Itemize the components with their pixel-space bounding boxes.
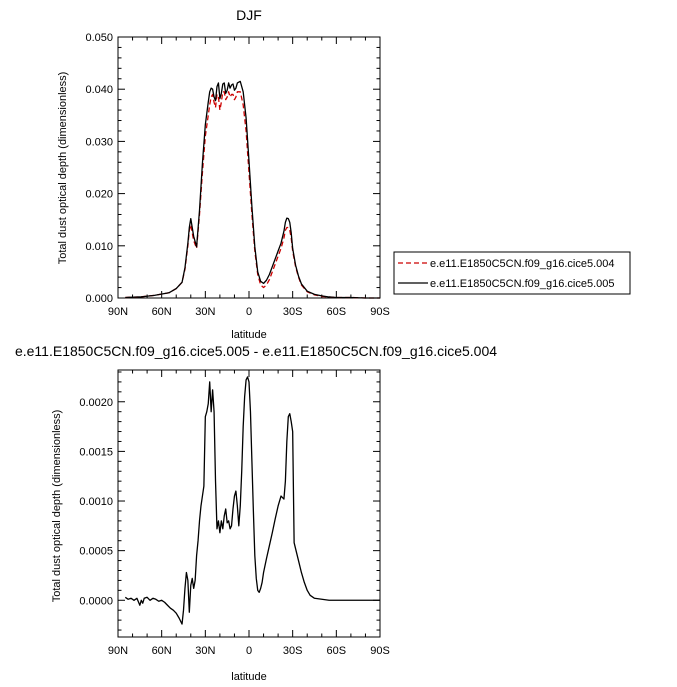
- bottom-y-tick-label: 0.0005: [79, 546, 113, 558]
- top-x-axis-label: latitude: [231, 329, 266, 341]
- bottom-x-tick-label: 90S: [370, 645, 390, 657]
- bottom-x-tick-label: 0: [246, 645, 252, 657]
- top-x-tick-label: 90N: [108, 306, 128, 318]
- bottom-x-axis-label: latitude: [231, 671, 266, 683]
- legend-entry-005: e.e11.E1850C5CN.f09_g16.cice5.005: [430, 278, 615, 290]
- bottom-title: e.e11.E1850C5CN.f09_g16.cice5.005 - e.e1…: [15, 343, 497, 359]
- top-panel: DJF 90N 60N 30N 0 30S 60S 90S 0.000 0.010 0.020 0.…: [57, 7, 390, 341]
- top-y-tick-label: 0.010: [85, 241, 113, 253]
- top-plot-area: 90N 60N 30N 0 30S 60S 90S 0.000 0.010 0.020 0.030 0…: [85, 32, 389, 318]
- top-y-tick-label: 0.040: [85, 84, 113, 96]
- top-y-tick-label: 0.030: [85, 136, 113, 148]
- bottom-plot-frame: [117, 369, 381, 638]
- bottom-y-axis-label: Total dust optical depth (dimensionless): [51, 410, 63, 603]
- bottom-y-tick-label: 0.0010: [79, 496, 113, 508]
- bottom-x-tick-label: 60N: [152, 645, 172, 657]
- top-x-tick-label: 60S: [327, 306, 347, 318]
- bottom-x-tick-label: 30S: [283, 645, 303, 657]
- top-y-axis-label: Total dust optical depth (dimensionless): [57, 72, 69, 265]
- bottom-x-tick-label: 60S: [327, 645, 347, 657]
- top-line-005: [125, 80, 380, 299]
- bottom-line-difference: [124, 376, 380, 625]
- legend-entry-004: e.e11.E1850C5CN.f09_g16.cice5.004: [430, 258, 615, 270]
- legend-box: [393, 251, 631, 295]
- top-x-tick-label: 30N: [195, 306, 215, 318]
- top-y-tick-label: 0.050: [85, 32, 113, 44]
- bottom-panel: e.e11.E1850C5CN.f09_g16.cice5.005 - e.e1…: [15, 343, 497, 683]
- bottom-x-tick-label: 30N: [195, 645, 215, 657]
- top-x-tick-label: 90S: [370, 306, 390, 318]
- bottom-y-tick-label: 0.0000: [79, 595, 113, 607]
- bottom-y-tick-label: 0.0020: [79, 397, 113, 409]
- top-y-tick-label: 0.020: [85, 189, 113, 201]
- bottom-x-tick-label: 90N: [108, 645, 128, 657]
- legend: e.e11.E1850C5CN.f09_g16.cice5.004 e.e11.…: [393, 251, 631, 295]
- top-x-tick-label: 60N: [152, 306, 172, 318]
- top-line-004: [125, 91, 380, 299]
- top-x-tick-label: 0: [246, 306, 252, 318]
- top-y-tick-label: 0.000: [85, 293, 113, 305]
- bottom-y-tick-label: 0.0015: [79, 446, 113, 458]
- bottom-plot-area: 90N 60N 30N 0 30S 60S 90S 0.0000 0.0005 0.0010 0.0…: [79, 369, 390, 657]
- top-x-tick-label: 30S: [283, 306, 303, 318]
- top-title: DJF: [236, 7, 262, 23]
